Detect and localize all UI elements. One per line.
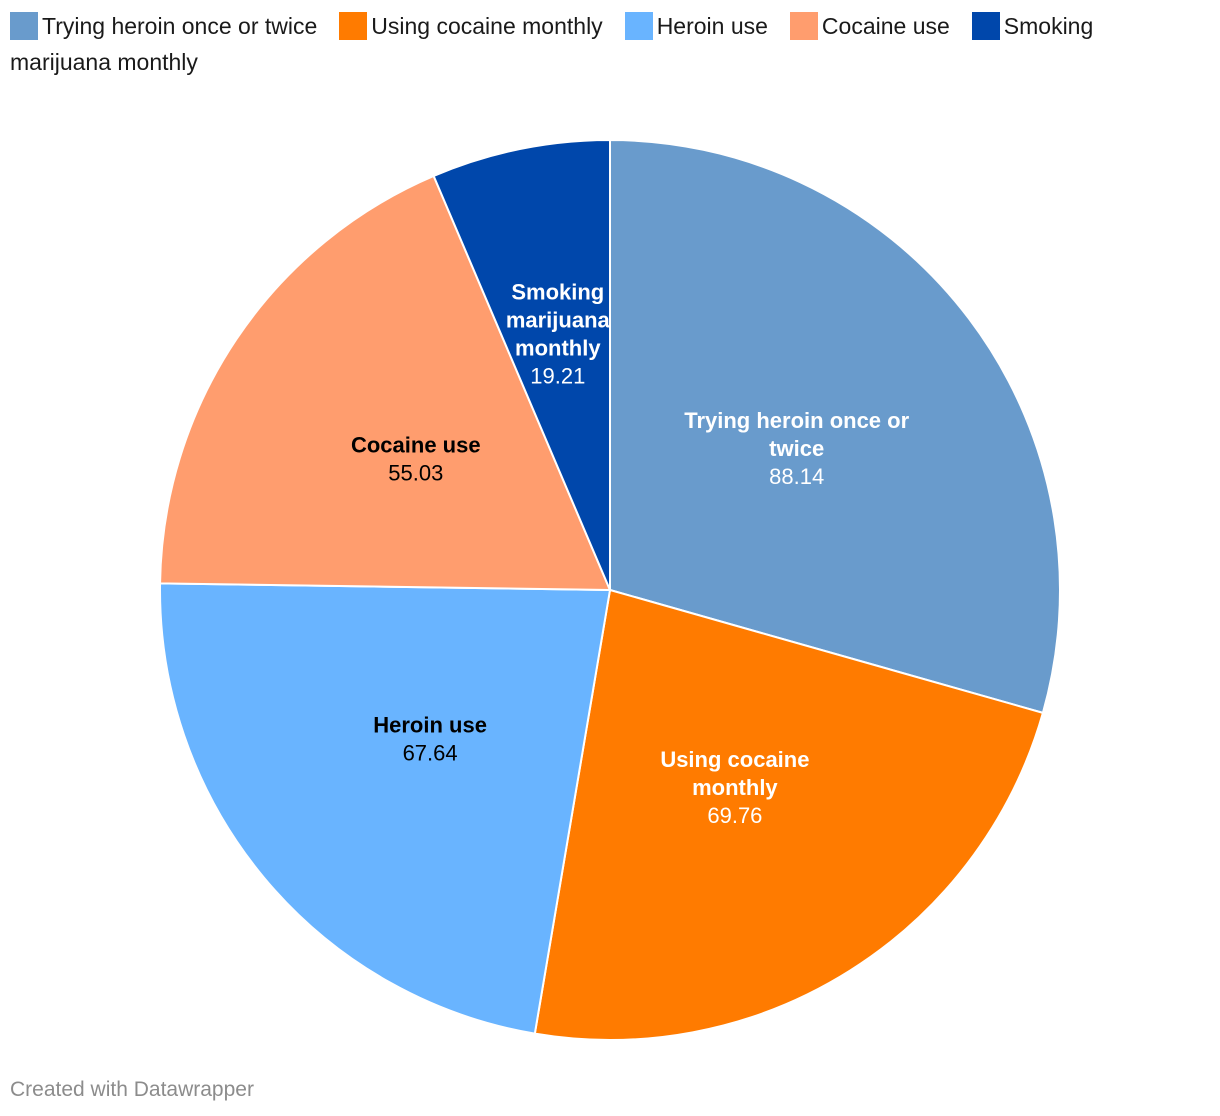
pie-slice <box>432 139 611 591</box>
slice-label-name: monthly <box>515 335 601 360</box>
slice-label-name: monthly <box>692 775 778 800</box>
legend-swatch <box>10 12 38 40</box>
legend-item: Cocaine use <box>789 12 950 40</box>
slice-label-name: marijuana <box>506 307 611 332</box>
chart-legend: Trying heroin once or twice Using cocaine… <box>10 8 1170 80</box>
legend-item: Heroin use <box>624 12 768 40</box>
slice-label-name: Smoking <box>511 279 604 304</box>
slice-label: Smoking marijuana monthly 19.21 <box>506 279 611 388</box>
legend-label: Cocaine use <box>821 13 950 39</box>
slice-label: Trying heroin once or twice 88.14 <box>684 408 909 489</box>
legend-swatch <box>971 12 1000 40</box>
slice-label-name: Trying heroin once or <box>684 408 909 433</box>
slice-label-value: 19.21 <box>530 363 585 388</box>
legend-item: Smoking marijuana monthly <box>10 12 1094 75</box>
legend-item: Using cocaine monthly <box>339 12 603 40</box>
legend-label: Using cocaine monthly <box>371 13 603 39</box>
legend-swatch <box>789 12 818 40</box>
pie-slice <box>533 589 1044 1041</box>
slice-label: Heroin use 67.64 <box>373 713 487 766</box>
legend-swatch <box>339 12 368 40</box>
slice-label-value: 67.64 <box>403 741 458 766</box>
pie-labels: Trying heroin once or twice 88.14 Using coc… <box>351 279 910 828</box>
slice-label-name: Using cocaine <box>660 747 809 772</box>
legend-label: Smoking marijuana monthly <box>10 13 1094 75</box>
slice-label: Using cocaine monthly 69.76 <box>660 747 809 828</box>
pie-slices <box>159 139 1061 1041</box>
footer-credit: Created with Datawrapper <box>10 1078 254 1101</box>
slice-label-value: 88.14 <box>769 464 824 489</box>
pie-slice <box>159 174 611 591</box>
slice-label-name: Cocaine use <box>351 433 481 458</box>
slice-label: Cocaine use 55.03 <box>351 433 481 486</box>
slice-label-name: twice <box>769 436 824 461</box>
legend-item: Trying heroin once or twice <box>10 12 318 40</box>
pie-slice <box>609 139 1061 714</box>
slice-label-value: 69.76 <box>707 803 762 828</box>
slice-label-value: 55.03 <box>388 461 443 486</box>
legend-label: Trying heroin once or twice <box>42 13 318 39</box>
slice-label-name: Heroin use <box>373 713 487 738</box>
legend-label: Heroin use <box>656 13 768 39</box>
pie-slice <box>159 582 611 1035</box>
legend-swatch <box>624 12 653 40</box>
